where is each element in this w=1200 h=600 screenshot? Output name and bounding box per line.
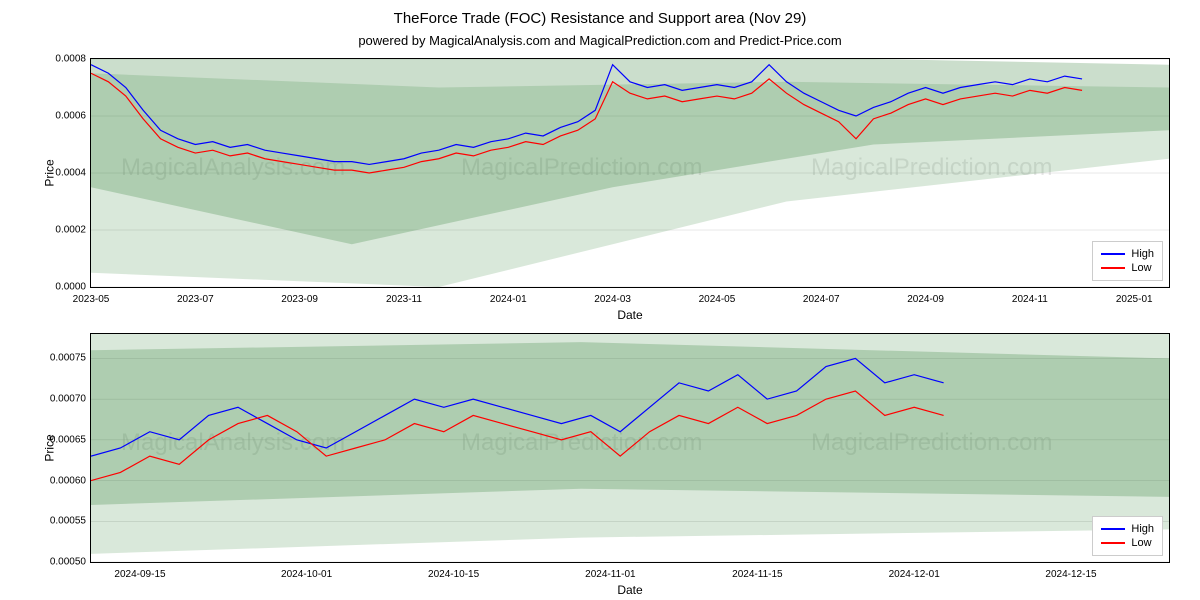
y-tick-label: 0.00055 — [31, 516, 86, 527]
y-tick-label: 0.0008 — [31, 54, 86, 65]
y-tick-label: 0.0000 — [31, 282, 86, 293]
chart-svg — [91, 334, 1169, 562]
legend-label: Low — [1131, 537, 1151, 549]
y-tick-label: 0.0006 — [31, 111, 86, 122]
chart-title: TheForce Trade (FOC) Resistance and Supp… — [0, 0, 1200, 27]
chart-legend: High Low — [1092, 241, 1163, 281]
x-tick-label: 2024-11-15 — [732, 569, 782, 580]
legend-swatch-low — [1101, 267, 1125, 269]
y-tick-label: 0.00050 — [31, 557, 86, 568]
x-tick-label: 2024-10-01 — [281, 569, 332, 580]
legend-label: Low — [1131, 262, 1151, 274]
y-tick-label: 0.00075 — [31, 353, 86, 364]
y-tick-label: 0.0002 — [31, 225, 86, 236]
chart-bottom: Price Date MagicalAnalysis.com MagicalPr… — [90, 333, 1170, 563]
legend-swatch-high — [1101, 528, 1125, 530]
legend-label: High — [1131, 523, 1154, 535]
x-tick-label: 2024-11-01 — [585, 569, 635, 580]
x-tick-label: 2023-07 — [177, 294, 214, 305]
y-tick-label: 0.00065 — [31, 434, 86, 445]
x-tick-label: 2024-09 — [907, 294, 944, 305]
y-tick-label: 0.00060 — [31, 475, 86, 486]
x-tick-label: 2024-07 — [803, 294, 840, 305]
x-axis-label: Date — [617, 308, 642, 322]
chart-legend: High Low — [1092, 516, 1163, 556]
x-tick-label: 2024-11 — [1012, 294, 1048, 305]
y-tick-label: 0.00070 — [31, 394, 86, 405]
x-tick-label: 2024-03 — [594, 294, 631, 305]
x-tick-label: 2023-09 — [281, 294, 318, 305]
x-tick-label: 2024-05 — [699, 294, 736, 305]
chart-top: Price Date MagicalAnalysis.com MagicalPr… — [90, 58, 1170, 288]
x-tick-label: 2024-09-15 — [114, 569, 165, 580]
legend-swatch-low — [1101, 542, 1125, 544]
y-tick-label: 0.0004 — [31, 168, 86, 179]
x-tick-label: 2024-12-01 — [889, 569, 940, 580]
x-tick-label: 2024-12-15 — [1045, 569, 1096, 580]
legend-swatch-high — [1101, 253, 1125, 255]
x-tick-label: 2024-01 — [490, 294, 527, 305]
legend-label: High — [1131, 248, 1154, 260]
x-axis-label: Date — [617, 583, 642, 597]
legend-item: Low — [1101, 262, 1154, 274]
legend-item: High — [1101, 523, 1154, 535]
x-tick-label: 2023-11 — [386, 294, 422, 305]
x-tick-label: 2023-05 — [73, 294, 110, 305]
x-tick-label: 2025-01 — [1116, 294, 1153, 305]
legend-item: Low — [1101, 537, 1154, 549]
chart-subtitle: powered by MagicalAnalysis.com and Magic… — [0, 27, 1200, 48]
legend-item: High — [1101, 248, 1154, 260]
chart-svg — [91, 59, 1169, 287]
x-tick-label: 2024-10-15 — [428, 569, 479, 580]
chart-container: TheForce Trade (FOC) Resistance and Supp… — [0, 0, 1200, 600]
